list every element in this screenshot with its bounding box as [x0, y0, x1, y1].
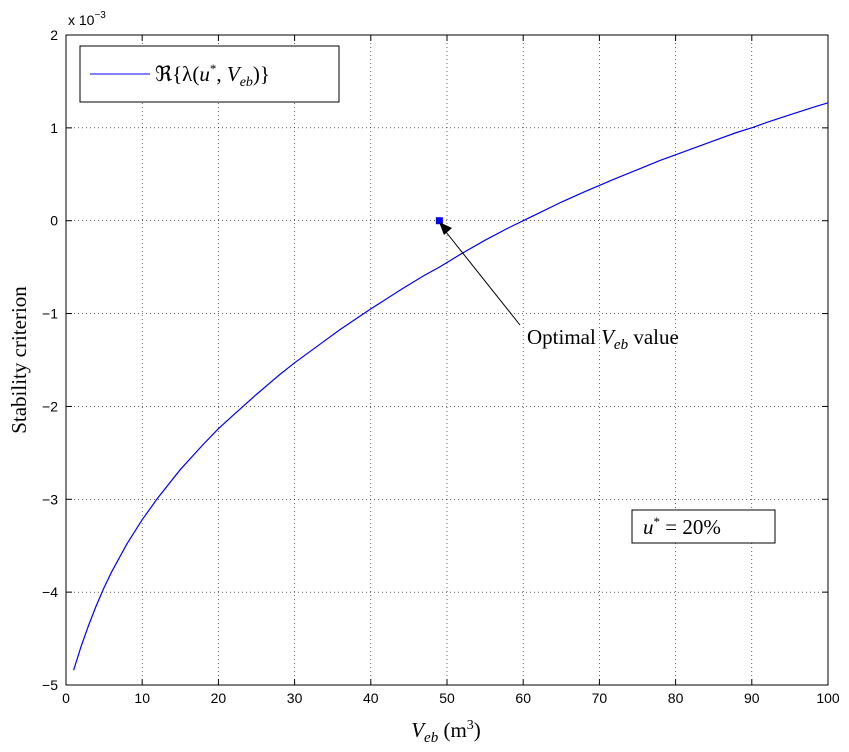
x-tick-label: 60	[515, 690, 531, 706]
x-tick-label: 50	[439, 690, 455, 706]
y-axis-label: Stability criterion	[7, 286, 31, 434]
parameter-box-frame	[631, 509, 776, 544]
annotation-arrow-head	[439, 222, 452, 235]
x-tick-label: 10	[134, 690, 150, 706]
annotation-text: Optimal Veb value	[527, 325, 679, 353]
series-line	[73, 102, 829, 671]
y-tick-label: −4	[42, 584, 58, 600]
y-exponent-power: −3	[94, 10, 106, 21]
y-exponent-base: x 10	[68, 12, 95, 28]
optimal-point-marker	[435, 217, 443, 225]
legend: ℜ{λ(u*, Veb)}	[79, 45, 340, 103]
annotation-optimal: Optimal Veb value	[439, 222, 679, 353]
y-tick-label: −1	[42, 306, 58, 322]
y-tick-label: 1	[50, 120, 58, 136]
series-layer	[73, 102, 829, 671]
grid	[66, 35, 828, 685]
y-tick-label: 2	[50, 27, 58, 43]
x-tick-label: 0	[62, 690, 70, 706]
y-tick-label: 0	[50, 213, 58, 229]
x-tick-label: 80	[668, 690, 684, 706]
y-exponent-label: x 10−3	[68, 10, 106, 28]
y-tick-label: −2	[42, 398, 58, 414]
x-axis-label: Veb (m3)	[411, 718, 481, 746]
x-tick-label: 40	[363, 690, 379, 706]
x-tick-label: 70	[592, 690, 608, 706]
annotation-arrow-line	[445, 231, 521, 326]
x-tick-label: 100	[816, 690, 840, 706]
y-tick-label: −3	[42, 491, 58, 507]
x-tick-label: 90	[744, 690, 760, 706]
parameter-box: u* = 20%	[631, 509, 776, 544]
y-tick-label: −5	[42, 677, 58, 693]
axis-ticks: 0 10 20 30 40 50 60 70 80 90 100 −5 −4 −3 −2 −1 0 1 2	[42, 27, 840, 706]
parameter-box-text: u* = 20%	[643, 514, 721, 539]
x-tick-label: 20	[211, 690, 227, 706]
x-tick-label: 30	[287, 690, 303, 706]
